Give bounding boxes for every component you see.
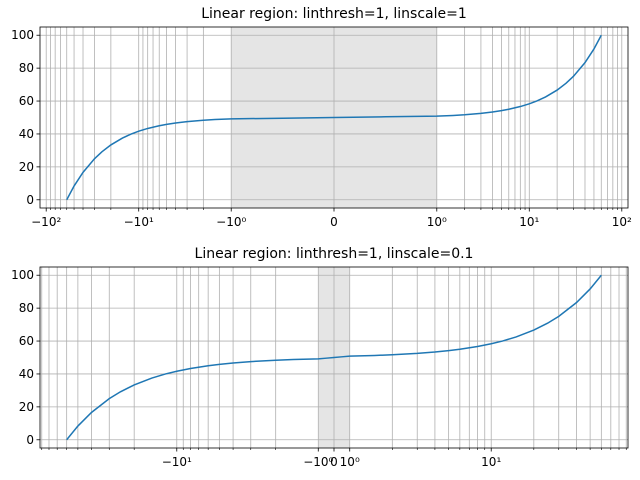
chart-title: Linear region: linthresh=1, linscale=1	[201, 6, 467, 22]
chart-title: Linear region: linthresh=1, linscale=0.1	[195, 246, 474, 262]
y-tick-label: 40	[19, 127, 34, 141]
y-tick-label: 60	[19, 334, 34, 348]
x-tick-label: 0	[330, 215, 338, 229]
y-tick-label: 20	[19, 400, 34, 414]
y-tick-label: 0	[26, 433, 34, 447]
y-tick-label: 80	[19, 61, 34, 75]
x-tick-label: −10²	[31, 215, 61, 229]
y-tick-label: 0	[26, 193, 34, 207]
y-tick-label: 100	[11, 28, 34, 42]
x-tick-label: 10¹	[481, 455, 501, 469]
x-tick-label: −10⁰	[303, 455, 333, 469]
x-tick-label: −10¹	[124, 215, 154, 229]
axes-frame	[39, 26, 629, 209]
axes-frame	[39, 266, 629, 449]
line	[66, 274, 602, 441]
x-tick-label: −10⁰	[216, 215, 246, 229]
x-tick-label: 10¹	[519, 215, 539, 229]
x-tick-label: 0	[330, 455, 338, 469]
x-tick-label: 10⁰	[340, 455, 360, 469]
x-tick-label: −10¹	[162, 455, 192, 469]
y-tick-label: 20	[19, 160, 34, 174]
y-tick-label: 80	[19, 301, 34, 315]
line	[66, 34, 602, 201]
y-tick-label: 100	[11, 268, 34, 282]
x-tick-label: 10²	[612, 215, 632, 229]
x-tick-label: 10⁰	[427, 215, 447, 229]
y-tick-label: 40	[19, 367, 34, 381]
y-tick-label: 60	[19, 94, 34, 108]
